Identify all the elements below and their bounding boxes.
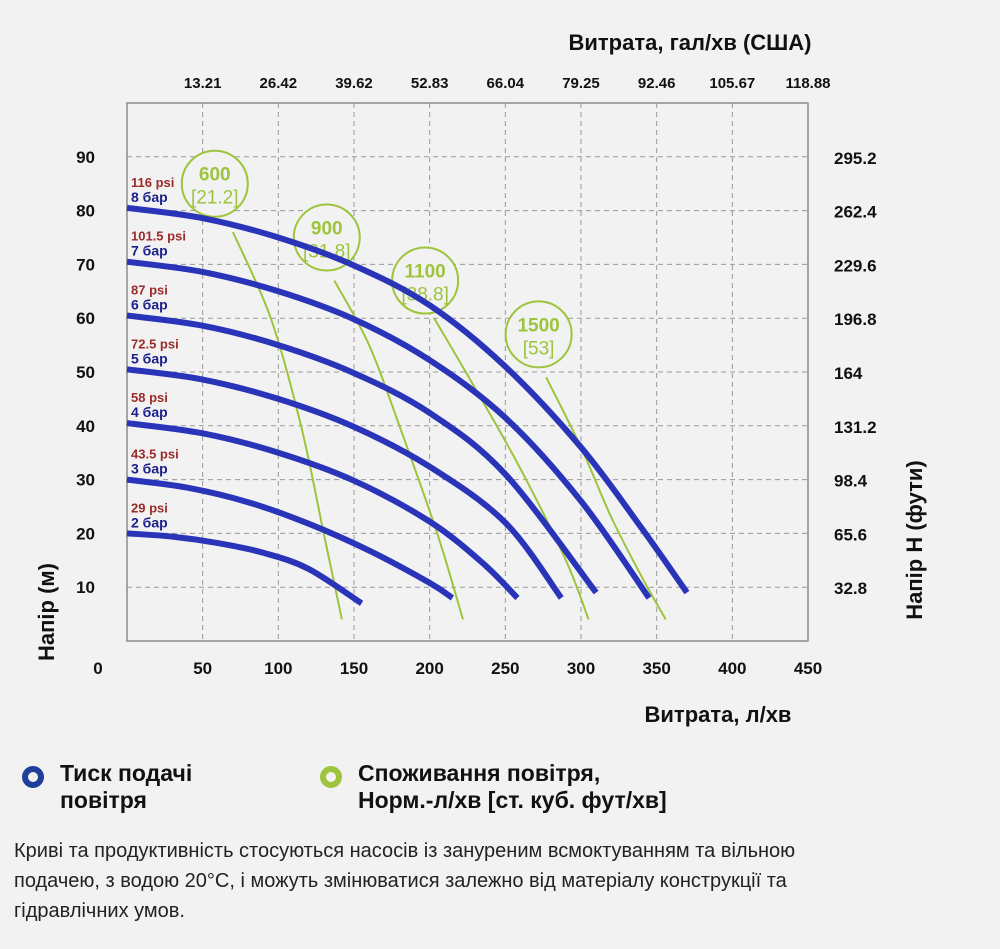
y-axis-title-right: Напір H (фути) [902, 460, 927, 620]
legend-air-line2: Норм.-л/хв [ст. куб. фут/хв] [358, 787, 667, 813]
y-right-tick-label: 164 [834, 364, 863, 383]
pressure-psi-label: 58 psi [131, 390, 168, 405]
x-axis-title: Витрата, л/хв [645, 702, 792, 727]
legend-pressure-line1: Тиск подачі [60, 760, 193, 786]
x-tick-label: 50 [193, 659, 212, 678]
blue-circle-icon [22, 766, 44, 788]
pressure-bar-label: 3 бар [131, 461, 168, 477]
tick-labels: 0 50 100 150 200 250 300 350 400 450 13.21 26.42 39.… [76, 75, 877, 678]
pressure-psi-label: 43.5 psi [131, 447, 179, 462]
footnote-line1: Криві та продуктивність стосуються насос… [14, 840, 796, 862]
x-top-tick-label: 26.42 [260, 75, 298, 92]
x-top-tick-label: 52.83 [411, 75, 449, 92]
air-consumption-value: 1500 [517, 315, 559, 336]
x-top-tick-label: 79.25 [562, 75, 600, 92]
footnote-line3: гідравлічних умов. [14, 900, 185, 922]
footnote-line2: подачею, з водою 20°C, і можуть змінюват… [14, 870, 787, 892]
y-right-tick-label: 98.4 [834, 472, 868, 491]
air-consumption-value: 1100 [405, 262, 446, 283]
x-tick-label: 300 [567, 659, 595, 678]
y-tick-label: 10 [76, 578, 95, 597]
pressure-curve [126, 366, 564, 600]
y-tick-label: 80 [76, 202, 95, 221]
air-consumption-value: 900 [311, 219, 343, 240]
x-top-tick-label: 13.21 [184, 75, 222, 92]
y-tick-label: 60 [76, 309, 95, 328]
top-axis-title: Витрата, гал/хв (США) [569, 30, 812, 55]
x-tick-label: 0 [93, 659, 102, 678]
x-tick-label: 200 [415, 659, 443, 678]
air-consumption-circle [180, 149, 249, 218]
air-consumption-cfm: [53] [523, 338, 555, 359]
x-tick-label: 350 [642, 659, 670, 678]
air-consumption-curves: 600[21.2]900[31.8]1100[38.8]1500[53] [180, 149, 667, 620]
pump-performance-chart: Витрата, гал/хв (США) Витрата, л/хв Напі… [34, 30, 927, 727]
x-top-tick-label: 39.62 [335, 75, 373, 92]
pressure-curve [126, 204, 690, 595]
x-tick-label: 250 [491, 659, 519, 678]
pressure-psi-label: 101.5 psi [131, 229, 186, 244]
legend-air-consumption: Споживання повітря, Норм.-л/хв [ст. куб.… [320, 760, 667, 814]
y-right-tick-label: 131.2 [834, 418, 877, 437]
pressure-bar-label: 8 бар [131, 189, 168, 205]
x-top-tick-label: 92.46 [638, 75, 676, 92]
pressure-bar-label: 4 бар [131, 404, 168, 420]
x-tick-label: 450 [794, 659, 822, 678]
air-consumption-line [333, 280, 464, 620]
pressure-curve [126, 476, 455, 601]
green-circle-icon [320, 766, 342, 788]
y-axis-title-left: Напір (м) [34, 563, 59, 661]
pressure-curves [126, 204, 690, 606]
pressure-psi-label: 72.5 psi [131, 336, 179, 351]
air-consumption-cfm: [38.8] [401, 285, 449, 306]
grid [127, 103, 808, 641]
air-consumption-value: 600 [199, 165, 231, 186]
x-tick-label: 400 [718, 659, 746, 678]
y-tick-label: 50 [76, 363, 95, 382]
y-tick-label: 30 [76, 471, 95, 490]
pressure-psi-label: 87 psi [131, 283, 168, 298]
x-top-tick-label: 118.88 [785, 75, 830, 92]
y-tick-label: 70 [76, 255, 95, 274]
air-consumption-line [433, 317, 590, 620]
legend-pressure-line2: повітря [60, 787, 147, 813]
air-consumption-line [545, 376, 667, 620]
y-right-tick-label: 229.6 [834, 256, 877, 275]
x-top-tick-label: 66.04 [487, 75, 525, 92]
pressure-bar-label: 5 бар [131, 350, 168, 366]
pressure-curve [126, 420, 520, 601]
y-right-tick-label: 295.2 [834, 149, 877, 168]
pressure-bar-label: 6 бар [131, 297, 168, 313]
y-right-tick-label: 262.4 [834, 203, 877, 222]
x-tick-label: 150 [340, 659, 368, 678]
air-consumption-circle [504, 300, 573, 369]
x-top-tick-label: 105.67 [709, 75, 755, 92]
air-consumption-circle [292, 203, 361, 272]
pressure-curve [126, 530, 364, 606]
y-right-tick-label: 32.8 [834, 579, 867, 598]
y-tick-label: 40 [76, 417, 95, 436]
air-consumption-line [232, 231, 343, 620]
air-consumption-cfm: [21.2] [191, 188, 239, 209]
y-tick-label: 90 [76, 148, 95, 167]
pressure-bar-label: 2 бар [131, 514, 168, 530]
x-tick-label: 100 [264, 659, 292, 678]
pressure-curve [126, 258, 652, 600]
pressure-bar-label: 7 бар [131, 243, 168, 259]
y-right-tick-label: 196.8 [834, 310, 877, 329]
pressure-psi-label: 116 psi [131, 175, 174, 190]
legend-air-line1: Споживання повітря, [358, 760, 601, 786]
pressure-curve [126, 312, 599, 595]
pressure-psi-label: 29 psi [131, 500, 168, 515]
y-right-tick-label: 65.6 [834, 525, 867, 544]
y-tick-label: 20 [76, 524, 95, 543]
footnote: Криві та продуктивність стосуються насос… [14, 836, 986, 926]
legend-pressure: Тиск подачі повітря [22, 760, 192, 814]
